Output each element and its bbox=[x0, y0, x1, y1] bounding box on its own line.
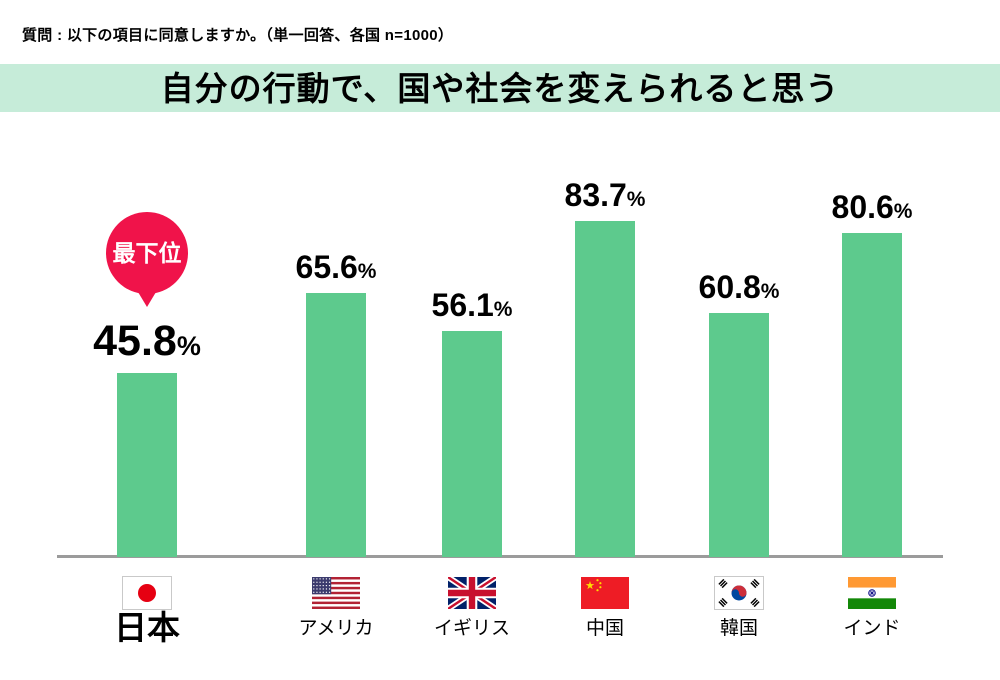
uk-flag-icon bbox=[448, 577, 496, 609]
value-label-jp: 45.8% bbox=[93, 320, 201, 363]
percent-sign: % bbox=[893, 200, 913, 223]
country-label-us: アメリカ bbox=[298, 618, 374, 639]
japan-flag-icon bbox=[123, 577, 171, 609]
question-text: 質問 : 以下の項目に同意しますか。（単一回答、各国 n=1000） bbox=[22, 27, 454, 44]
lowest-rank-badge: 最下位 bbox=[106, 212, 188, 294]
value-label-uk: 56.1% bbox=[432, 289, 513, 321]
value-number: 60.8 bbox=[698, 269, 761, 305]
value-label-in: 80.6% bbox=[832, 191, 913, 223]
bar-jp bbox=[117, 373, 177, 557]
bar-cn bbox=[575, 221, 635, 557]
percent-sign: % bbox=[493, 298, 513, 321]
country-label-jp: 日本 bbox=[114, 609, 180, 646]
percent-sign: % bbox=[357, 260, 377, 283]
percent-sign: % bbox=[626, 188, 646, 211]
country-label-uk: イギリス bbox=[433, 618, 511, 639]
title-banner: 自分の行動で、国や社会を変えられると思う bbox=[0, 64, 1000, 112]
bar-kr bbox=[709, 313, 769, 557]
india-flag-icon bbox=[848, 577, 896, 609]
country-label-in: インド bbox=[843, 618, 901, 639]
percent-sign: % bbox=[176, 331, 201, 361]
bar-us bbox=[306, 293, 366, 557]
value-number: 45.8 bbox=[93, 317, 177, 365]
value-label-us: 65.6% bbox=[296, 251, 377, 283]
page-title: 自分の行動で、国や社会を変えられると思う bbox=[160, 69, 840, 107]
percent-sign: % bbox=[760, 280, 780, 303]
country-label-cn: 中国 bbox=[585, 618, 625, 639]
value-number: 56.1 bbox=[431, 287, 494, 323]
value-number: 80.6 bbox=[831, 189, 894, 225]
value-number: 83.7 bbox=[564, 177, 627, 213]
china-flag-icon bbox=[581, 577, 629, 609]
korea-flag-icon bbox=[715, 577, 763, 609]
value-number: 65.6 bbox=[295, 249, 358, 285]
bar-in bbox=[842, 233, 902, 557]
bar-uk bbox=[442, 331, 502, 557]
value-label-kr: 60.8% bbox=[699, 271, 780, 303]
lowest-rank-badge-tail-icon bbox=[138, 292, 156, 307]
value-label-cn: 83.7% bbox=[565, 179, 646, 211]
lowest-rank-badge-label: 最下位 bbox=[112, 239, 182, 266]
usa-flag-icon bbox=[312, 577, 360, 609]
country-label-kr: 韓国 bbox=[719, 618, 759, 639]
